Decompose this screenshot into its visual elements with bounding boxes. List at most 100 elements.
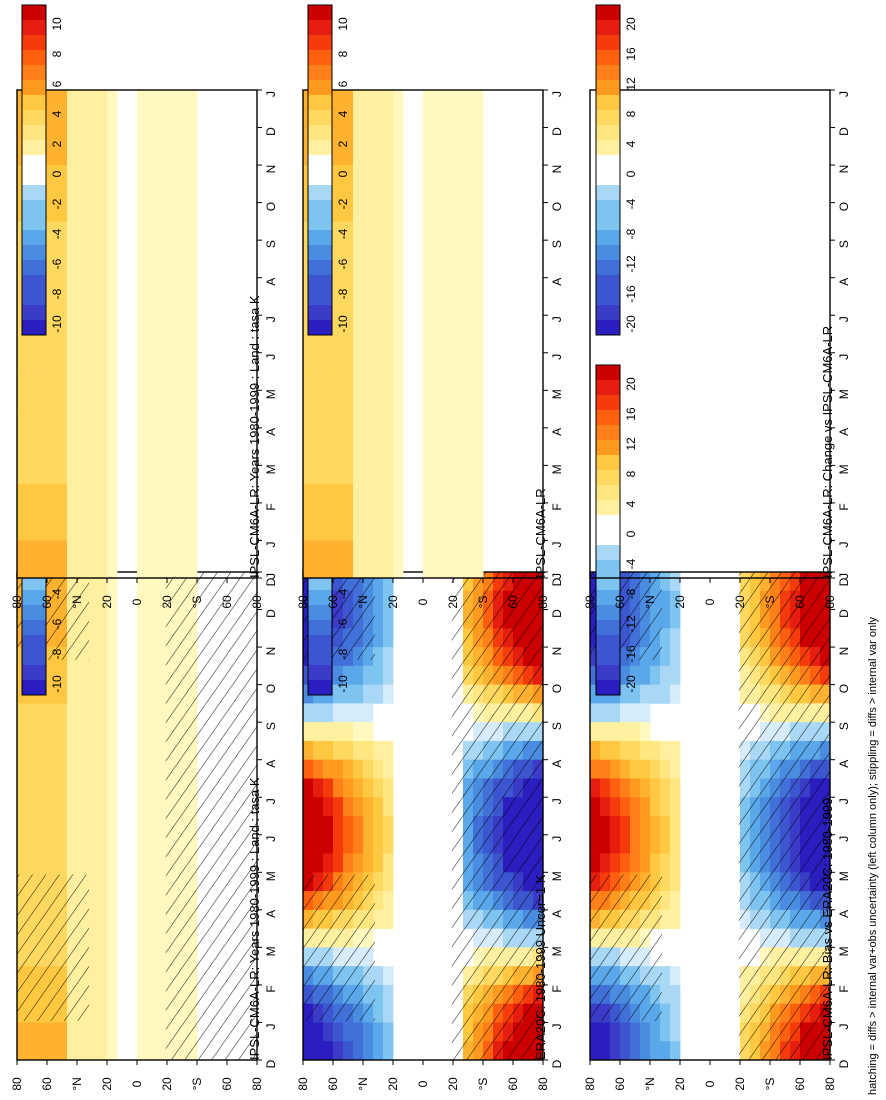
heat-cell: [473, 352, 484, 372]
heat-cell: [353, 853, 364, 873]
heat-cell: [137, 334, 148, 354]
heat-cell: [107, 409, 118, 429]
heat-cell: [47, 183, 58, 204]
heat-cell: [177, 559, 188, 579]
heat-cell: [67, 540, 78, 560]
heat-cell: [443, 108, 454, 128]
colorbar-swatch: [308, 305, 332, 321]
heat-cell: [27, 390, 38, 410]
heat-cell: [77, 521, 88, 541]
heat-cell: [333, 797, 344, 817]
heat-cell: [37, 722, 48, 742]
heat-cell: [363, 202, 374, 222]
heat-cell: [187, 352, 198, 372]
heat-cell: [473, 371, 484, 391]
heat-cell: [463, 202, 474, 222]
heat-cell: [590, 740, 601, 761]
heat-cell: [47, 559, 58, 579]
heat-cell: [57, 540, 68, 560]
colorbar-label: -6: [336, 258, 350, 269]
heat-cell: [373, 891, 384, 911]
heat-cell: [187, 427, 198, 448]
lat-tick-label: 60: [613, 1077, 627, 1091]
colorbar-label: -6: [50, 258, 64, 269]
heat-cell: [107, 703, 118, 723]
heat-cell: [67, 484, 78, 504]
heat-cell: [620, 759, 631, 779]
heat-cell: [87, 521, 98, 541]
heat-cell: [393, 465, 404, 485]
heat-cell: [47, 740, 58, 761]
heat-cell: [67, 465, 78, 485]
heat-cell: [67, 797, 78, 817]
heat-cell: [47, 371, 58, 391]
heat-cell: [590, 816, 601, 836]
heat-cell: [77, 127, 88, 147]
heat-cell: [343, 446, 354, 466]
heat-cell: [620, 1022, 631, 1042]
colorbar-swatch: [596, 215, 620, 231]
heat-cell: [167, 146, 178, 166]
lat-tick-label: °N: [356, 1077, 370, 1090]
heat-cell: [97, 1003, 108, 1023]
heat-cell: [107, 684, 118, 704]
heat-cell: [473, 108, 484, 128]
heat-cell: [167, 334, 178, 354]
heat-cell: [87, 891, 98, 911]
heat-cell: [27, 816, 38, 836]
heat-cell: [383, 647, 394, 667]
heat-cell: [323, 722, 334, 742]
heat-cell: [57, 465, 68, 485]
heat-cell: [187, 446, 198, 466]
heat-cell: [77, 540, 88, 560]
heat-cell: [433, 446, 444, 466]
heat-cell: [463, 502, 474, 523]
heat-cell: [383, 797, 394, 817]
lat-tick-label: 20: [446, 595, 460, 609]
heat-cell: [303, 465, 314, 485]
heat-cell: [77, 740, 88, 761]
heat-cell: [177, 409, 188, 429]
heat-cell: [323, 446, 334, 466]
heat-cell: [67, 703, 78, 723]
colorbar-label: 0: [50, 170, 64, 177]
month-tick-label: J: [837, 316, 851, 322]
heat-cell: [383, 258, 394, 279]
month-tick-label: A: [550, 428, 564, 436]
colorbar-label: 6: [336, 80, 350, 87]
heat-cell: [137, 647, 148, 667]
heat-cell: [620, 665, 631, 686]
heat-cell: [87, 816, 98, 836]
heat-cell: [97, 1041, 108, 1061]
heat-cell: [157, 446, 168, 466]
heat-cell: [660, 984, 671, 1005]
lat-tick-label: 20: [100, 595, 114, 609]
heat-cell: [303, 1041, 314, 1061]
heat-cell: [177, 315, 188, 335]
heat-cell: [147, 1041, 158, 1061]
hatch-north-bot: [17, 874, 89, 1021]
heat-cell: [47, 816, 58, 836]
heat-cell: [47, 665, 58, 686]
heat-cell: [383, 390, 394, 410]
colorbar-swatch: [596, 155, 620, 171]
panel-title: ERA20C: 1980-1999 Uncer=1 K: [533, 874, 548, 1060]
heat-cell: [323, 352, 334, 372]
heat-cell: [383, 572, 394, 592]
colorbar-swatch: [596, 515, 620, 531]
heat-cell: [443, 127, 454, 147]
heat-cell: [303, 703, 314, 723]
heat-cell: [47, 90, 58, 110]
heat-cell: [343, 352, 354, 372]
heat-cell: [177, 502, 188, 523]
heat-cell: [137, 183, 148, 204]
lat-tick-label: 60: [506, 1077, 520, 1091]
heat-cell: [137, 759, 148, 779]
heat-cell: [187, 90, 198, 110]
heat-cell: [423, 315, 434, 335]
heat-cell: [303, 371, 314, 391]
heat-cell: [107, 484, 118, 504]
heat-cell: [17, 484, 28, 504]
colorbar-swatch: [596, 20, 620, 36]
heat-cell: [157, 202, 168, 222]
